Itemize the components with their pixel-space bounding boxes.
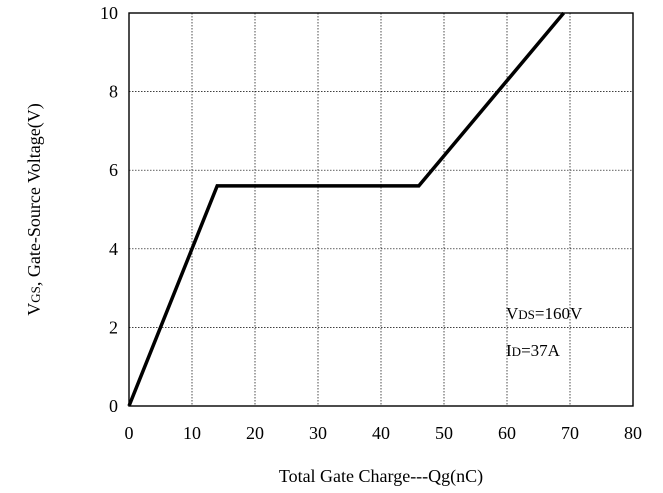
- y-tick-label: 4: [109, 239, 118, 259]
- x-tick-label: 80: [624, 423, 642, 443]
- y-tick-label: 0: [109, 396, 118, 416]
- plot-frame: [128, 12, 634, 407]
- series-layer: [127, 11, 566, 407]
- x-tick-label: 50: [435, 423, 453, 443]
- y-tick-label: 10: [100, 3, 118, 23]
- y-tick-label: 2: [109, 317, 118, 337]
- annotation-vds-subscript: DS: [518, 307, 535, 322]
- annotation-box: VDS=160V ID=37A: [506, 304, 583, 360]
- y-axis-title-prefix: V: [24, 303, 44, 316]
- annotation-id: ID=37A: [506, 341, 561, 360]
- y-tick-label: 8: [109, 82, 118, 102]
- x-tick-label: 40: [372, 423, 390, 443]
- x-tick-label: 70: [561, 423, 579, 443]
- x-tick-label: 0: [125, 423, 134, 443]
- grid: [129, 13, 633, 406]
- x-tick-label: 60: [498, 423, 516, 443]
- annotation-id-subscript: D: [512, 344, 521, 359]
- series-line: [127, 11, 566, 407]
- y-axis-title: VGS, Gate-Source Voltage(V): [24, 103, 45, 315]
- annotation-vds: VDS=160V: [506, 304, 583, 323]
- annotation-vds-suffix: =160V: [535, 304, 583, 323]
- x-tick-label: 20: [246, 423, 264, 443]
- x-tick-label: 10: [183, 423, 201, 443]
- y-axis-title-suffix: , Gate-Source Voltage(V): [24, 103, 45, 286]
- y-axis-title-subscript: GS: [28, 286, 43, 303]
- x-tick-labels: 0 10 20 30 40 50 60 70 80: [125, 423, 643, 443]
- annotation-id-prefix: I: [506, 341, 512, 360]
- y-tick-labels: 0 2 4 6 8 10: [100, 3, 118, 416]
- x-tick-label: 30: [309, 423, 327, 443]
- annotation-id-suffix: =37A: [521, 341, 561, 360]
- annotation-vds-prefix: V: [506, 304, 519, 323]
- y-tick-label: 6: [109, 160, 118, 180]
- x-axis-title: Total Gate Charge---Qg(nC): [279, 466, 483, 487]
